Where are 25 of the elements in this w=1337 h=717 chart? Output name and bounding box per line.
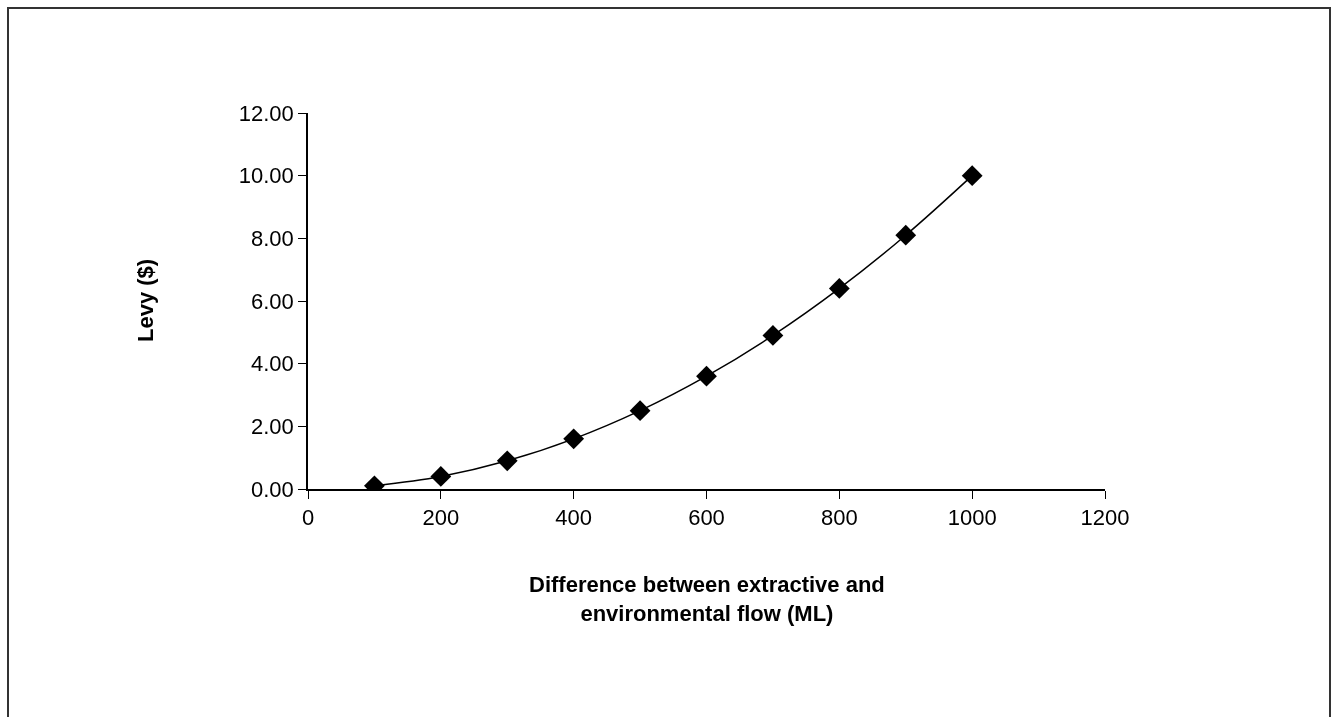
x-tick-label: 1000 xyxy=(947,505,997,531)
point xyxy=(629,400,651,422)
y-tick-label: 12.00 xyxy=(238,100,294,126)
y-tick-label: 2.00 xyxy=(251,414,294,440)
x-axis-title: Difference between extractive and environmental flow (ML) xyxy=(529,572,885,626)
point xyxy=(496,450,518,472)
y-axis-title: Levy ($) xyxy=(133,258,158,342)
x-tick-label: 200 xyxy=(422,505,460,531)
y-tick-label: 4.00 xyxy=(251,351,294,377)
y-tick-label: 0.00 xyxy=(251,476,294,502)
y-tick-label: 6.00 xyxy=(251,288,294,314)
x-tick-label: 400 xyxy=(555,505,593,531)
x-tick-label: 1200 xyxy=(1080,505,1130,531)
y-tick-label: 8.00 xyxy=(251,226,294,252)
x-tick-label: 0 xyxy=(301,505,315,531)
point xyxy=(430,466,452,487)
point xyxy=(961,165,983,187)
point xyxy=(696,365,717,387)
point xyxy=(895,224,917,246)
point xyxy=(828,278,850,299)
x-tick-label: 800 xyxy=(820,505,858,531)
y-tick-label: 10.00 xyxy=(238,163,294,189)
point xyxy=(762,325,784,346)
x-tick-label: 600 xyxy=(688,505,725,531)
point xyxy=(563,428,585,450)
